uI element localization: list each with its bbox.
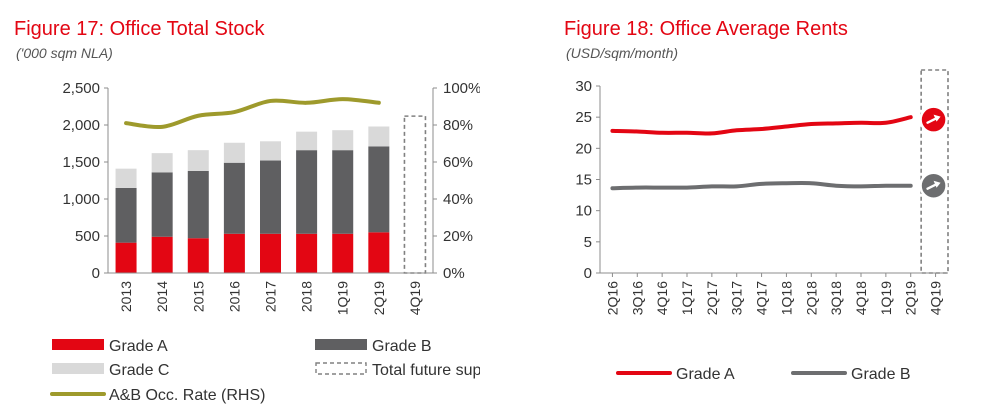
legend-grade-a-label: Grade A (676, 366, 735, 383)
y2-tick-label: 40% (443, 191, 473, 208)
y-tick-label: 500 (75, 228, 100, 245)
legend-grade-b-label: Grade B (851, 366, 911, 383)
forecast-marker-grade-b (919, 171, 948, 200)
bar-grade-c-2015 (187, 150, 209, 171)
x-tick-label: 4Q16 (654, 281, 670, 315)
bar-grade-b-2q19 (368, 146, 390, 233)
x-tick-label: 3Q18 (828, 281, 844, 315)
legend-total-future-supply-label: Total future supply (372, 362, 480, 379)
figure-18-subtitle: (USD/sqm/month) (566, 45, 679, 61)
legend-a-b-occ-rate-rhs-label: A&B Occ. Rate (RHS) (109, 387, 265, 404)
bar-grade-c-2013 (115, 168, 137, 188)
bar-grade-a-2q19 (368, 232, 390, 273)
x-tick-label: 4Q17 (754, 281, 770, 315)
legend-grade-b-label: Grade B (372, 338, 432, 355)
legend-grade-c-label: Grade C (109, 362, 169, 379)
x-tick-label: 4Q19 (407, 281, 423, 315)
bar-grade-b-1q19 (332, 150, 354, 234)
bar-grade-c-2018 (296, 131, 318, 151)
x-tick-label: 2013 (118, 281, 134, 312)
bar-total-future-supply-4q19 (403, 115, 427, 274)
bar-grade-a-2013 (115, 242, 137, 273)
trend-arrow-icon (926, 117, 937, 124)
trend-arrow-icon (926, 183, 937, 190)
legend-grade-a-swatch (52, 339, 104, 350)
y2-tick-label: 0% (443, 265, 465, 282)
figure-18-title: Figure 18: Office Average Rents (564, 18, 848, 40)
x-tick-label: 2Q17 (704, 281, 720, 315)
x-tick-label: 2018 (299, 281, 315, 312)
bar-grade-a-2016 (223, 233, 245, 273)
bar-grade-b-2015 (187, 170, 209, 239)
x-tick-label: 4Q19 (928, 281, 944, 315)
y-tick-label: 2,000 (62, 117, 100, 134)
x-tick-label: 1Q19 (335, 281, 351, 315)
rent-line-grade-b (610, 181, 913, 191)
bar-grade-a-2018 (296, 233, 318, 273)
y2-tick-label: 20% (443, 228, 473, 245)
x-tick-label: 4Q18 (853, 281, 869, 315)
y-tick-label: 25 (575, 109, 592, 126)
bar-grade-c-2q19 (368, 126, 390, 147)
bar-grade-c-2014 (151, 153, 173, 173)
legend-grade-b-swatch (315, 339, 367, 350)
bar-grade-b-2013 (115, 187, 137, 243)
legend-total-future-supply-swatch (315, 362, 367, 375)
bar-grade-a-2015 (187, 238, 209, 273)
x-tick-label: 2015 (190, 281, 206, 312)
trend-arrow-head-icon (933, 180, 941, 188)
y-tick-label: 20 (575, 140, 592, 157)
occupancy-rate-line (124, 97, 381, 130)
bar-grade-b-2016 (223, 162, 245, 234)
legend-grade-a-label: Grade A (109, 338, 168, 355)
bar-grade-b-2017 (260, 160, 281, 234)
x-tick-label: 2014 (154, 281, 170, 312)
y-tick-label: 1,500 (62, 154, 100, 171)
bar-grade-a-2014 (151, 236, 173, 273)
bar-grade-c-2017 (260, 141, 281, 161)
x-tick-label: 1Q19 (878, 281, 894, 315)
x-tick-label: 1Q17 (679, 281, 695, 315)
x-tick-label: 2Q19 (903, 281, 919, 315)
x-tick-label: 2016 (226, 281, 242, 312)
figure-17-subtitle: ('000 sqm NLA) (16, 45, 113, 61)
y-tick-label: 10 (575, 203, 592, 220)
bar-grade-c-1q19 (332, 130, 354, 151)
x-tick-label: 3Q16 (629, 281, 645, 315)
x-tick-label: 2Q19 (371, 281, 387, 315)
y-tick-label: 0 (584, 265, 592, 282)
bar-grade-b-2018 (296, 150, 318, 234)
bar-grade-a-1q19 (332, 233, 354, 273)
y2-tick-label: 100% (443, 80, 480, 97)
y-tick-label: 5 (584, 234, 592, 251)
bar-grade-a-2017 (260, 233, 281, 273)
x-tick-label: 2Q18 (803, 281, 819, 315)
x-tick-label: 3Q17 (729, 281, 745, 315)
x-tick-label: 2Q16 (604, 281, 620, 315)
legend-grade-c-swatch (52, 363, 104, 374)
forecast-box-4q19 (920, 69, 949, 274)
forecast-marker-grade-a (919, 105, 948, 134)
figure-17-title: Figure 17: Office Total Stock (14, 18, 265, 40)
x-tick-label: 1Q18 (778, 281, 794, 315)
y2-tick-label: 80% (443, 117, 473, 134)
y-tick-label: 1,000 (62, 191, 100, 208)
y-tick-label: 15 (575, 172, 592, 189)
office-total-stock-chart: 0 500 1,000 1,500 2,000 2,500 0% 20% 40% 60% 80% 1… (50, 80, 480, 404)
y2-tick-label: 60% (443, 154, 473, 171)
y-tick-label: 0 (92, 265, 100, 282)
y-tick-label: 2,500 (62, 80, 100, 97)
bar-grade-c-2016 (223, 142, 245, 163)
rent-line-grade-a (610, 115, 913, 136)
y-tick-label: 30 (575, 78, 592, 95)
x-tick-label: 2017 (263, 281, 279, 312)
bar-grade-b-2014 (151, 172, 173, 237)
trend-arrow-head-icon (933, 114, 941, 122)
